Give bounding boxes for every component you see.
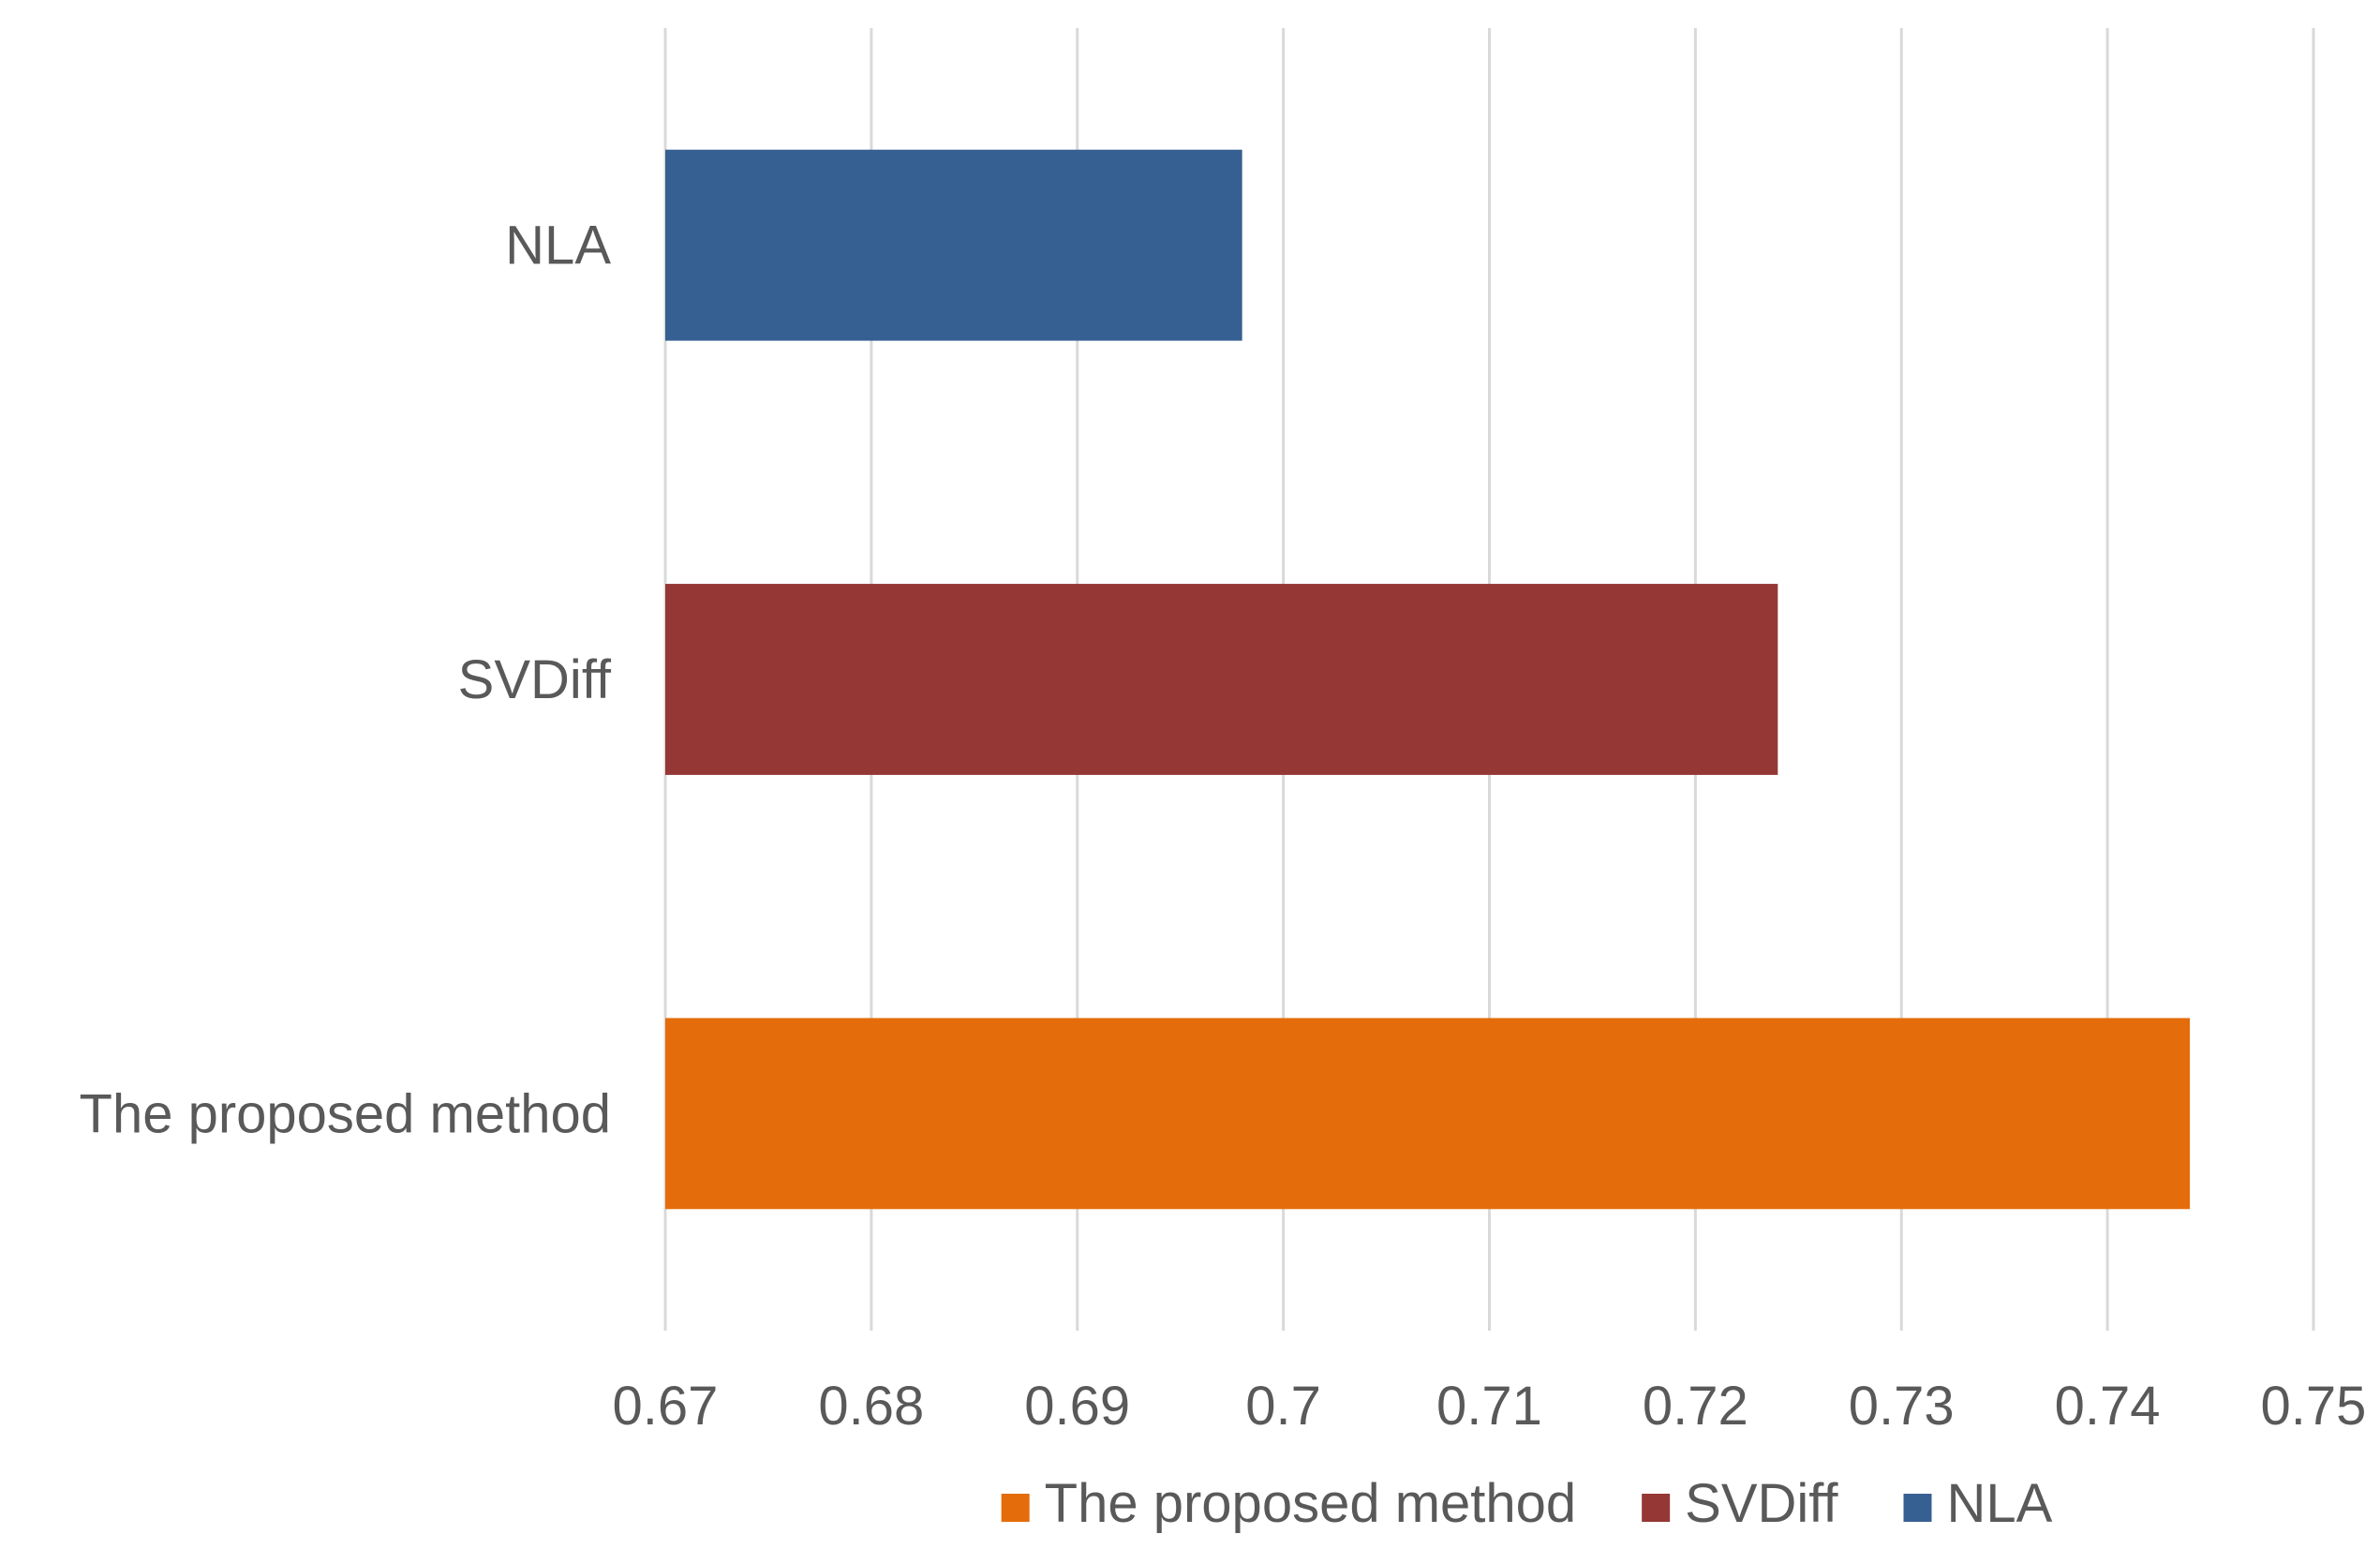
x-tick-label: 0.71 (1436, 1376, 1542, 1437)
x-tick-label: 0.73 (1849, 1376, 1955, 1437)
x-tick-label: 0.74 (2055, 1376, 2161, 1437)
legend-swatch (1903, 1494, 1932, 1522)
legend-label: The proposed method (1045, 1473, 1576, 1534)
legend-item-the-proposed-method: The proposed method (1001, 1473, 1576, 1534)
bars (665, 149, 2191, 1210)
bar-svdiff (665, 584, 1778, 775)
x-axis-tick-labels: 0.67 0.68 0.69 0.7 0.71 0.72 0.73 0.74 0.75 (613, 1376, 2367, 1437)
legend-swatch (1642, 1494, 1671, 1522)
category-label: SVDiff (458, 649, 612, 710)
y-axis-category-labels: NLA SVDiff The proposed method (80, 216, 612, 1145)
legend: The proposed method SVDiff NLA (1001, 1473, 2053, 1534)
x-tick-label: 0.69 (1024, 1376, 1130, 1437)
legend-label: SVDiff (1685, 1473, 1838, 1534)
x-tick-label: 0.75 (2261, 1376, 2367, 1437)
x-tick-label: 0.67 (613, 1376, 719, 1437)
x-tick-label: 0.7 (1245, 1376, 1321, 1437)
legend-item-svdiff: SVDiff (1642, 1473, 1838, 1534)
category-label: The proposed method (80, 1083, 611, 1144)
x-tick-label: 0.68 (818, 1376, 924, 1437)
bar-nla (665, 149, 1242, 341)
x-tick-label: 0.72 (1643, 1376, 1748, 1437)
bar-the-proposed-method (665, 1018, 2191, 1210)
legend-item-nla: NLA (1903, 1473, 2053, 1534)
category-label: NLA (505, 216, 611, 276)
legend-swatch (1001, 1494, 1030, 1522)
legend-label: NLA (1946, 1473, 2052, 1534)
